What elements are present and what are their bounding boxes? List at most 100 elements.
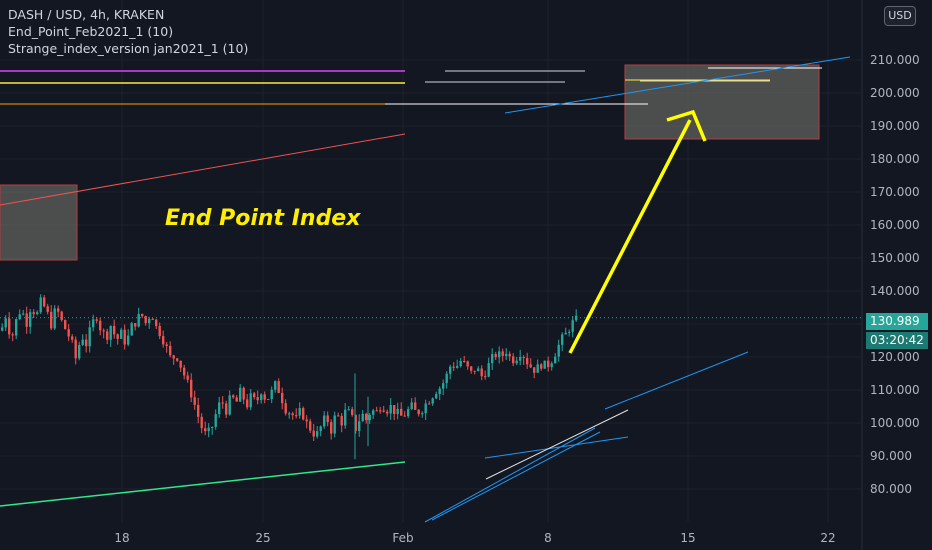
candle-body [421,413,424,415]
candle-body [144,316,147,324]
candle-body [260,394,263,401]
x-tick-label: 22 [820,531,835,545]
candle-body [165,344,168,346]
candle-body [477,368,480,372]
candle-body [221,402,224,404]
candle-body [71,336,74,340]
y-tick-label: 110.000 [870,383,920,397]
candle-body [309,421,312,431]
y-tick-label: 80.000 [870,482,912,496]
candle-body [137,313,140,327]
chart-legend: DASH / USD, 4h, KRAKEN End_Point_Feb2021… [8,6,248,57]
trend-line-white [485,409,629,480]
candle-body [50,311,53,329]
candle-body [123,329,126,345]
candle-body [53,308,56,329]
candle-body [281,392,284,404]
candle-body [347,409,350,411]
candle-body [211,426,214,428]
candle-body [452,366,455,368]
candle-body [330,422,333,434]
candle-body [428,403,431,405]
y-tick-label: 90.000 [870,449,912,463]
candle-body [424,403,427,414]
candle-body [106,331,109,340]
candle-body [400,408,403,416]
candle-body [141,313,144,317]
candle-body [547,360,550,368]
candle-body [316,431,319,437]
candle-body [246,399,249,408]
candle-body [225,403,228,415]
arrow-head [666,109,707,142]
candle-body [470,366,473,371]
candle-body [459,360,462,366]
candle-body [43,297,46,307]
candle-body [46,306,49,312]
candle-body [375,410,378,412]
candle-body [102,330,105,332]
trend-line-blue [484,436,629,459]
candle-body [473,370,476,372]
trend-line-red [0,133,406,206]
candle-body [487,363,490,377]
candle-body [505,353,508,356]
candle-body [414,402,417,410]
candle-body [36,312,39,315]
candle-body [200,416,203,429]
candle-body [134,323,137,327]
candle-body [344,409,347,426]
candle-body [526,358,529,365]
candle-body [480,368,483,377]
trend-line-green [0,461,406,507]
y-tick-label: 210.000 [870,53,920,67]
candle-body [435,394,438,399]
candle-body [382,410,385,412]
candle-body [1,327,4,331]
x-tick-label: 25 [255,531,270,545]
candle-body [291,413,294,416]
projection-arrow [568,109,707,354]
symbol-label: DASH / USD, 4h, KRAKEN [8,7,165,22]
y-tick-label: 150.000 [870,251,920,265]
candle-body [11,334,14,336]
candle-body [529,364,532,368]
candle-body [557,344,560,357]
candle-body [326,415,329,423]
candle-body [116,334,119,339]
candle-body [498,351,501,358]
candle-body [158,325,161,337]
candle-body [568,331,571,333]
trend-line-blue [431,431,601,521]
candle-body [354,414,357,431]
candle-body [197,404,200,417]
y-tick-label: 200.000 [870,86,920,100]
candle-body [305,419,308,422]
candle-body [8,318,11,335]
candle-body [456,365,459,368]
candle-body [29,312,32,327]
y-tick-label: 170.000 [870,185,920,199]
y-tick-label: 190.000 [870,119,920,133]
candle-body [372,410,375,415]
candle-body [554,356,557,364]
candle-body [4,318,7,328]
indicator-label-1: End_Point_Feb2021_1 (10) [8,24,174,39]
candle-body [176,358,179,361]
candle-body [379,410,382,412]
indicator-overlays [0,56,862,523]
candle-body [204,428,207,432]
candle-body [85,339,88,347]
candle-body [92,319,95,328]
x-axis: 18 25 Feb 8 15 22 [114,531,835,545]
arrow-shaft [568,119,692,354]
candle-body [32,312,35,315]
candle-body [207,427,210,432]
candle-body [186,375,189,380]
candle-body [396,408,399,414]
candle-body [407,409,410,417]
currency-button[interactable]: USD [884,6,916,26]
candle-body [81,339,84,345]
candle-body [214,414,217,427]
